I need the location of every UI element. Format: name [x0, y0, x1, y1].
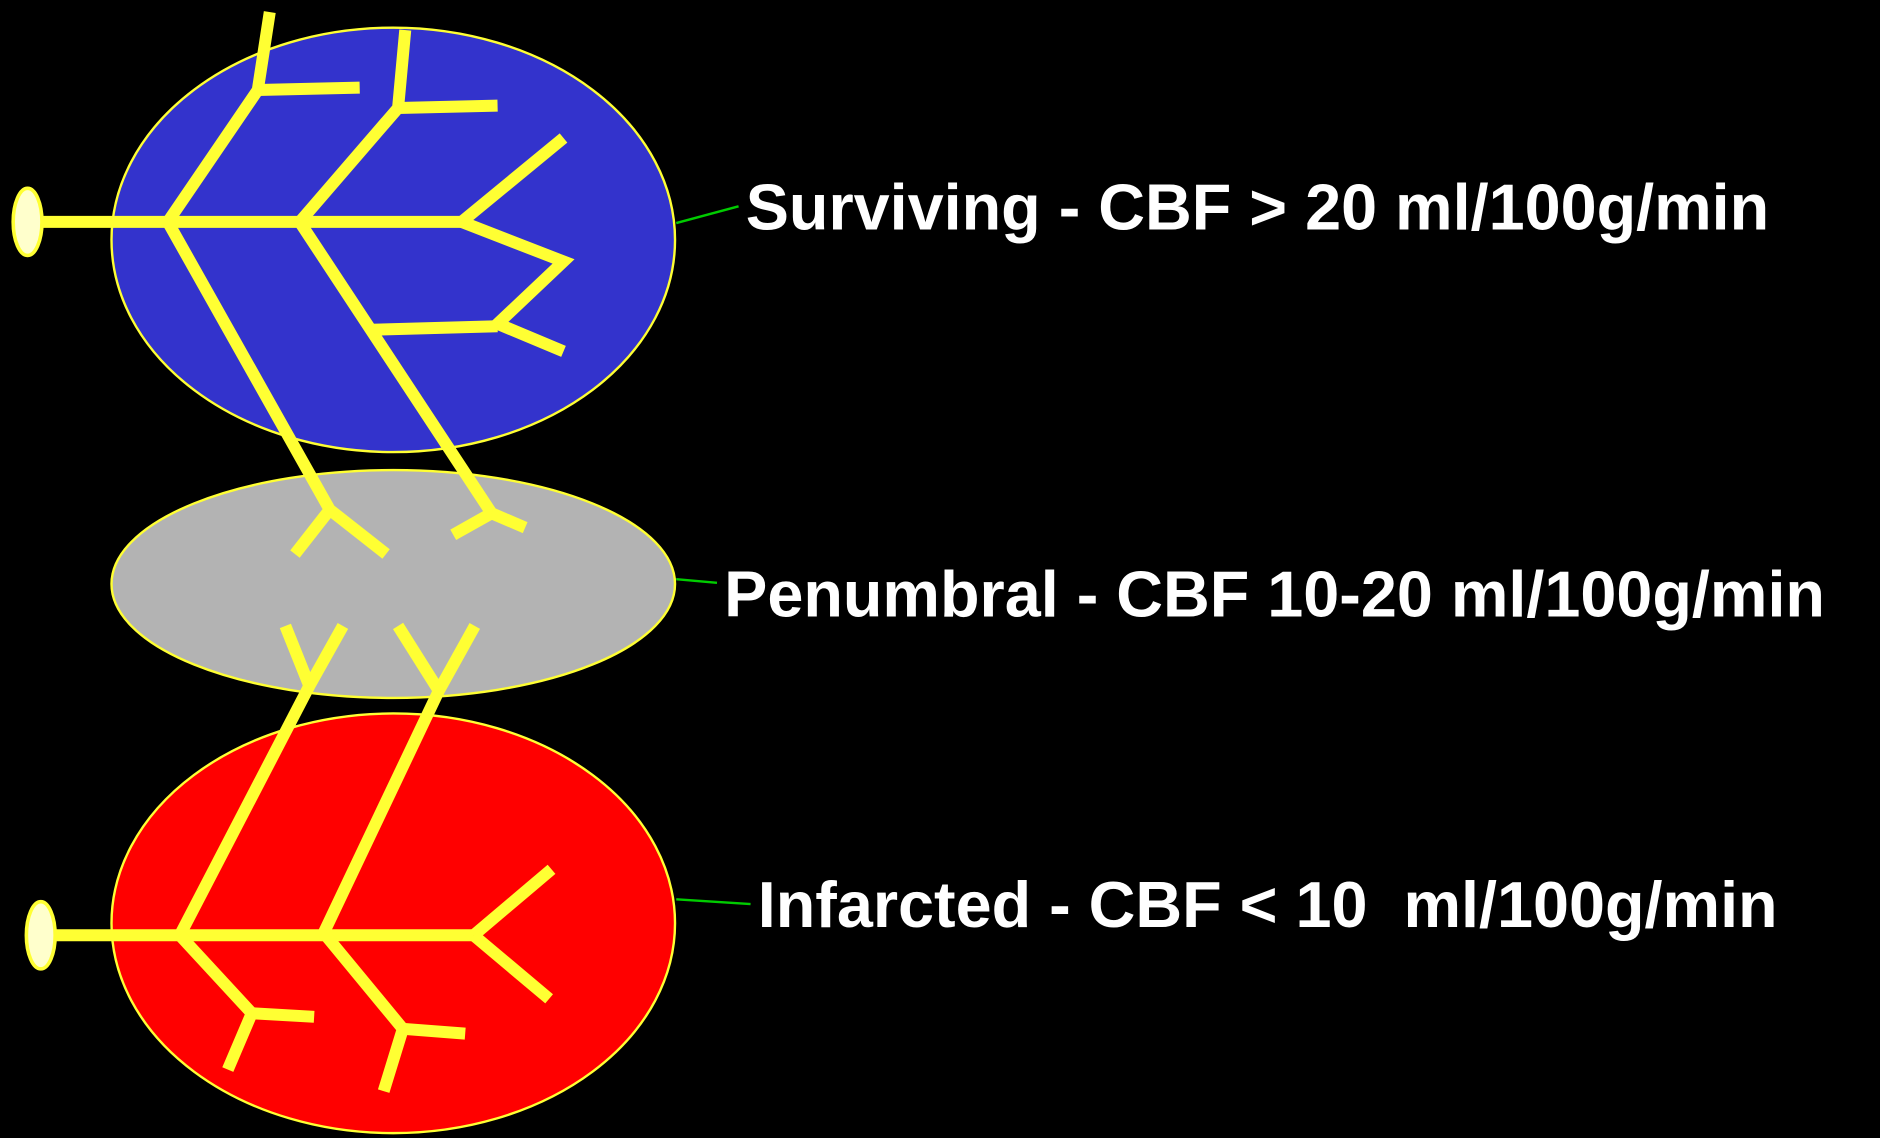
vessel	[469, 864, 556, 940]
vessel	[251, 1007, 315, 1023]
vessel	[279, 623, 349, 700]
vessels	[11, 11, 575, 1093]
vessel-origin	[11, 186, 44, 258]
vessel	[371, 320, 498, 336]
leader-line	[675, 205, 739, 225]
zone-label: Infarcted - CBF < 10 ml/100g/min	[758, 868, 1778, 941]
vessel	[318, 688, 445, 936]
vessel	[469, 930, 553, 1004]
vessel	[489, 507, 528, 534]
infarcted-zone	[110, 712, 677, 1135]
zone-label: Penumbral - CBF 10-20 ml/100g/min	[724, 558, 1825, 631]
vessel	[459, 216, 575, 357]
vessel	[290, 505, 335, 558]
zone-label: Surviving - CBF > 20 ml/100g/min	[746, 170, 1769, 243]
vessel	[174, 683, 315, 939]
leader-line	[676, 577, 718, 584]
leader-line	[676, 898, 751, 906]
vessel	[402, 1022, 466, 1040]
penumbral-zone	[110, 468, 677, 700]
surviving-zone	[110, 26, 677, 454]
vessel	[397, 99, 498, 114]
vessel-origin	[24, 899, 57, 971]
vessel	[257, 81, 360, 97]
vessel	[457, 133, 568, 227]
